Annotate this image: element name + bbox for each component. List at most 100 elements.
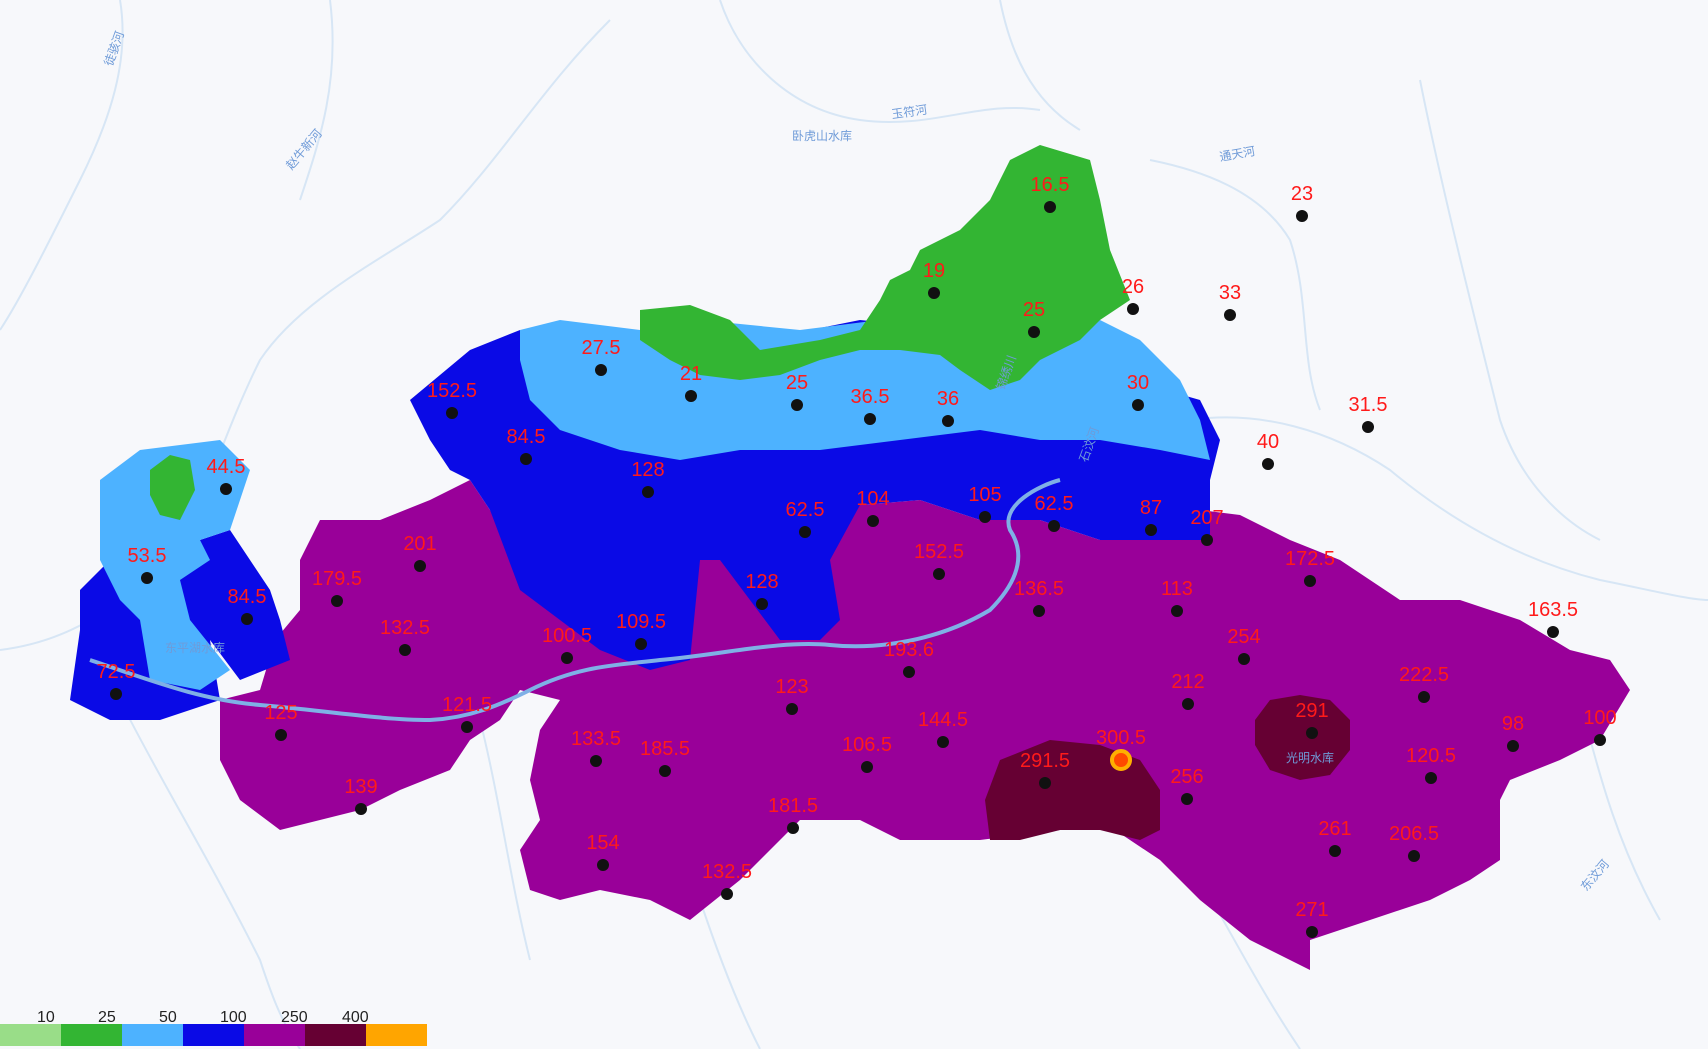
station: 40 bbox=[1257, 431, 1279, 470]
legend: 10 25 50 100 250 400 bbox=[0, 1009, 427, 1046]
station-rainfall-label: 100 bbox=[1583, 707, 1616, 729]
station: 44.5 bbox=[207, 456, 245, 495]
station: 25 bbox=[786, 372, 808, 411]
station-rainfall-label: 62.5 bbox=[1035, 493, 1074, 515]
station-dot bbox=[220, 483, 232, 495]
station-dot bbox=[414, 560, 426, 572]
station-dot bbox=[1201, 534, 1213, 546]
station-dot bbox=[942, 415, 954, 427]
map-label: 卧虎山水库 bbox=[792, 128, 852, 143]
station: 154 bbox=[586, 832, 620, 871]
station-rainfall-label: 53.5 bbox=[128, 545, 167, 567]
station-dot bbox=[867, 515, 879, 527]
station: 193.6 bbox=[884, 639, 934, 678]
station: 100.5 bbox=[542, 625, 592, 664]
station: 207 bbox=[1190, 507, 1224, 546]
station-rainfall-label: 40 bbox=[1257, 431, 1279, 453]
station-rainfall-label: 172.5 bbox=[1285, 548, 1335, 570]
river-line bbox=[479, 719, 531, 961]
station-rainfall-label: 133.5 bbox=[571, 728, 621, 750]
river-line bbox=[699, 899, 761, 1049]
station: 100 bbox=[1583, 707, 1617, 746]
station-rainfall-label: 27.5 bbox=[582, 337, 621, 359]
station-dot bbox=[864, 413, 876, 425]
station-rainfall-label: 179.5 bbox=[312, 568, 362, 590]
zone-25-50-west bbox=[100, 440, 250, 690]
legend-band bbox=[122, 1024, 183, 1046]
station-rainfall-label: 19 bbox=[923, 260, 945, 282]
station: 185.5 bbox=[640, 738, 690, 777]
river-line bbox=[1419, 79, 1601, 541]
station: 132.5 bbox=[380, 617, 430, 656]
station-rainfall-label: 271 bbox=[1295, 899, 1328, 921]
legend-tick-label: 10 bbox=[37, 1009, 55, 1026]
station-dot bbox=[1408, 850, 1420, 862]
station-rainfall-label: 25 bbox=[786, 372, 808, 394]
station-dot bbox=[1048, 520, 1060, 532]
station: 21 bbox=[680, 363, 702, 402]
station-rainfall-label: 106.5 bbox=[842, 734, 892, 756]
station-dot bbox=[597, 859, 609, 871]
station: 23 bbox=[1291, 183, 1313, 222]
station: 105 bbox=[968, 484, 1002, 523]
station: 62.5 bbox=[1035, 493, 1074, 532]
zone-10-25 bbox=[640, 145, 1130, 390]
station-rainfall-label: 105 bbox=[968, 484, 1001, 506]
station-rainfall-label: 207 bbox=[1190, 507, 1223, 529]
station-rainfall-label: 100.5 bbox=[542, 625, 592, 647]
station-dot bbox=[561, 652, 573, 664]
station-rainfall-label: 254 bbox=[1227, 626, 1260, 648]
station-dot bbox=[799, 526, 811, 538]
river-line bbox=[1149, 159, 1321, 411]
station-dot bbox=[1296, 210, 1308, 222]
station-rainfall-label: 212 bbox=[1171, 671, 1204, 693]
station: 271 bbox=[1295, 899, 1329, 938]
station-rainfall-label: 193.6 bbox=[884, 639, 934, 661]
station-dot bbox=[1425, 772, 1437, 784]
zone-250-400-east bbox=[1255, 695, 1350, 780]
station-rainfall-label: 163.5 bbox=[1528, 599, 1578, 621]
station-dot bbox=[1418, 691, 1430, 703]
station-rainfall-label: 291.5 bbox=[1020, 750, 1070, 772]
station: 87 bbox=[1140, 497, 1162, 536]
station-rainfall-label: 132.5 bbox=[702, 861, 752, 883]
station-rainfall-label: 121.5 bbox=[442, 694, 492, 716]
station-dot bbox=[1238, 653, 1250, 665]
station-dot bbox=[1362, 421, 1374, 433]
station-dot bbox=[110, 688, 122, 700]
station-dot bbox=[787, 822, 799, 834]
legend-band bbox=[0, 1024, 61, 1046]
legend-band bbox=[61, 1024, 122, 1046]
river-line bbox=[999, 0, 1081, 131]
map-label: 赵牛新河 bbox=[282, 126, 324, 172]
station-dot bbox=[1044, 201, 1056, 213]
station-rainfall-label: 291 bbox=[1295, 700, 1328, 722]
station-dot bbox=[979, 511, 991, 523]
station-rainfall-label: 154 bbox=[586, 832, 619, 854]
legend-tick-label: 50 bbox=[159, 1009, 177, 1026]
station-dot bbox=[1304, 575, 1316, 587]
station-rainfall-label: 21 bbox=[680, 363, 702, 385]
station-dot bbox=[141, 572, 153, 584]
station-rainfall-label: 109.5 bbox=[616, 611, 666, 633]
station: 172.5 bbox=[1285, 548, 1335, 587]
station-dot bbox=[446, 407, 458, 419]
station-rainfall-label: 201 bbox=[403, 533, 436, 555]
station: 133.5 bbox=[571, 728, 621, 767]
station: 222.5 bbox=[1399, 664, 1449, 703]
station-rainfall-label: 206.5 bbox=[1389, 823, 1439, 845]
station: 36.5 bbox=[851, 386, 889, 425]
station-dot bbox=[1306, 926, 1318, 938]
station-rainfall-label: 125 bbox=[264, 702, 297, 724]
station-dot bbox=[937, 736, 949, 748]
station: 152.5 bbox=[427, 380, 477, 419]
station-rainfall-label: 123 bbox=[775, 676, 808, 698]
station-rainfall-label: 256 bbox=[1170, 766, 1203, 788]
legend-tick-label: 250 bbox=[281, 1009, 308, 1026]
station-rainfall-label: 33 bbox=[1219, 282, 1241, 304]
station-dot bbox=[1182, 698, 1194, 710]
station-dot bbox=[635, 638, 647, 650]
station-rainfall-label: 128 bbox=[745, 571, 778, 593]
station: 123 bbox=[775, 676, 809, 715]
